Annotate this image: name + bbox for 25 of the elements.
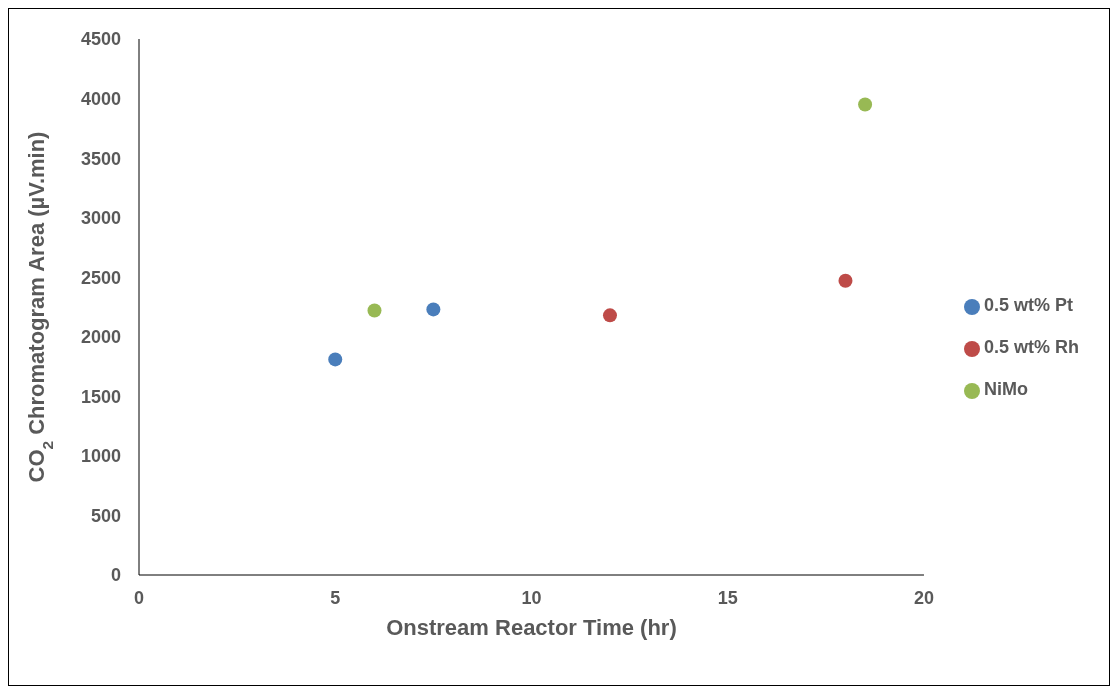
legend-label: 0.5 wt% Pt — [983, 295, 1073, 315]
y-tick-label: 4000 — [80, 88, 121, 109]
y-tick-label: 1000 — [80, 446, 121, 467]
point — [602, 308, 617, 323]
point — [367, 303, 382, 318]
y-tick-label: 2000 — [80, 327, 121, 348]
legend-label: NiMo — [983, 379, 1028, 399]
y-tick-label: 2500 — [80, 267, 121, 288]
point — [426, 302, 441, 317]
x-tick-label: 0 — [133, 587, 145, 608]
y-tick-label: 0 — [110, 565, 121, 586]
point — [838, 273, 853, 288]
y-tick-label: 500 — [90, 505, 121, 526]
legend-label: 0.5 wt% Rh — [983, 337, 1079, 357]
x-tick-label: 15 — [717, 587, 738, 608]
x-tick-label: 10 — [521, 587, 542, 608]
x-tick-label: 5 — [330, 587, 341, 608]
y-tick-label: 3000 — [80, 208, 121, 229]
y-tick-label: 4500 — [80, 29, 121, 50]
point — [858, 97, 873, 112]
x-tick-label: 20 — [913, 587, 934, 608]
x-axis-title: Onstream Reactor Time (hr) — [386, 615, 677, 640]
point — [328, 352, 343, 367]
y-tick-label: 3500 — [80, 148, 121, 169]
y-tick-label: 1500 — [80, 386, 121, 407]
